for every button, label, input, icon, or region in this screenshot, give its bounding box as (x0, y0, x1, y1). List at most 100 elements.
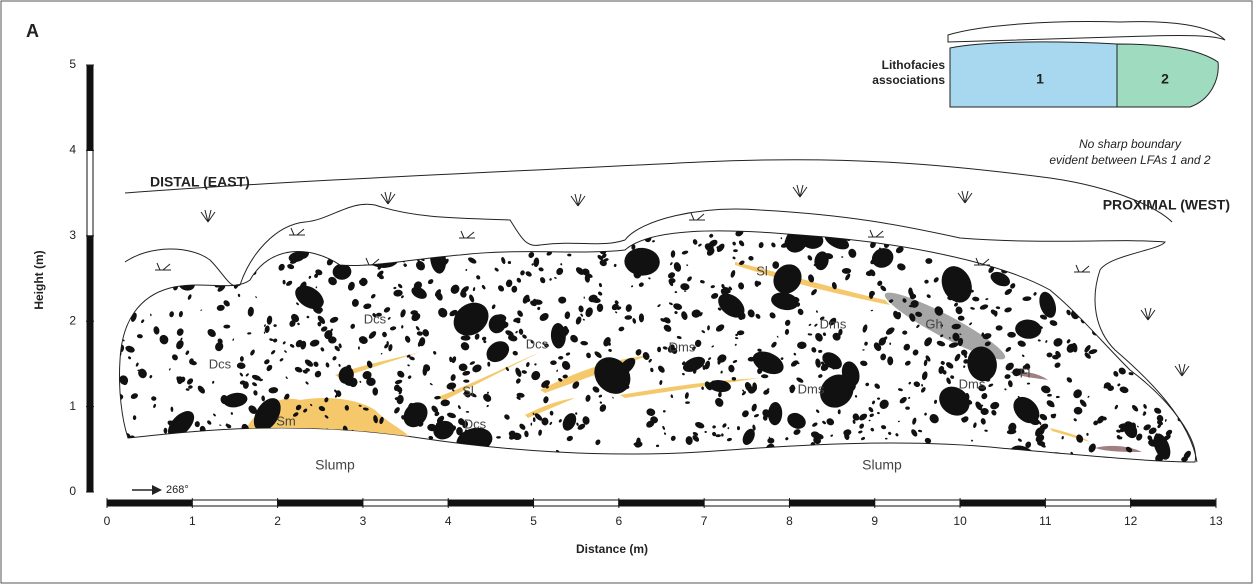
clast (922, 373, 928, 379)
clast (1066, 377, 1073, 383)
clast (394, 379, 403, 385)
facies-label: Dcs (209, 356, 232, 371)
clast (1125, 446, 1133, 453)
clast (451, 389, 455, 392)
clast (880, 353, 887, 361)
clast (533, 257, 540, 268)
distal-label: DISTAL (EAST) (150, 174, 250, 190)
clast (170, 406, 174, 413)
clast (416, 331, 423, 336)
scale-segment (533, 499, 620, 507)
clast (383, 307, 391, 313)
clast (733, 249, 738, 253)
clast (708, 357, 712, 361)
clast (1116, 429, 1121, 433)
clast (909, 313, 916, 322)
clast (543, 396, 549, 404)
clast (286, 280, 293, 286)
clast (988, 383, 994, 387)
clast (608, 342, 611, 346)
clast (924, 412, 927, 416)
clast (655, 444, 660, 448)
clast (407, 375, 412, 379)
clast (888, 431, 892, 435)
clast (230, 412, 233, 415)
clast (990, 271, 1011, 287)
clast (434, 289, 442, 297)
clast (247, 306, 254, 317)
clast (396, 394, 404, 405)
clast (554, 277, 557, 279)
scale-segment (959, 499, 1046, 507)
clast (908, 305, 911, 307)
clast (216, 304, 225, 311)
clast (936, 340, 946, 347)
scale-segment (277, 499, 364, 507)
clast (762, 409, 771, 418)
clast (940, 324, 944, 327)
clast (362, 407, 369, 411)
clast (1037, 339, 1041, 342)
clast (483, 393, 492, 402)
clast (297, 322, 300, 326)
scale-segment (788, 499, 876, 507)
clast (350, 323, 355, 329)
clast (434, 395, 441, 400)
clast (1102, 416, 1107, 421)
facies-label: Dms (959, 376, 986, 391)
clast (580, 313, 584, 317)
scale-segment (86, 149, 94, 237)
clast (910, 300, 919, 308)
clast (843, 429, 852, 436)
clast (427, 279, 434, 285)
clast (368, 331, 377, 339)
clast (990, 401, 1000, 410)
clast (607, 358, 611, 364)
clast (180, 337, 183, 341)
clast (296, 302, 299, 306)
clast (858, 430, 863, 434)
clast (601, 253, 607, 259)
clast (253, 398, 281, 432)
clast (388, 344, 393, 352)
facies-label: Dcs (364, 311, 387, 326)
clast (372, 387, 379, 396)
clast (153, 403, 157, 409)
clast (946, 362, 954, 369)
clast (758, 242, 764, 249)
clast (719, 381, 726, 387)
clast (822, 332, 827, 336)
clast (556, 267, 564, 275)
clast (358, 404, 362, 407)
clast (1015, 319, 1042, 339)
clast (197, 385, 206, 394)
clast (663, 324, 672, 332)
clast (848, 248, 857, 258)
clast (544, 343, 549, 348)
clast (176, 340, 184, 350)
clast (789, 384, 796, 394)
clast (363, 303, 372, 310)
clast (285, 376, 288, 380)
clast (518, 328, 524, 335)
clast (925, 258, 933, 264)
clast (742, 389, 745, 392)
clast (263, 331, 266, 334)
clast (315, 286, 318, 289)
clast (505, 330, 514, 337)
clast (382, 331, 387, 338)
clast (768, 401, 783, 426)
clast (345, 364, 352, 372)
clast (325, 362, 330, 368)
clast (1066, 339, 1071, 344)
clast (522, 334, 527, 339)
clast (735, 333, 739, 337)
clast (897, 420, 900, 423)
clast (130, 393, 138, 399)
clast (897, 263, 906, 271)
clast (247, 332, 252, 335)
clast (344, 405, 350, 411)
clast (648, 358, 652, 363)
clast (981, 393, 988, 400)
clast (870, 241, 876, 249)
